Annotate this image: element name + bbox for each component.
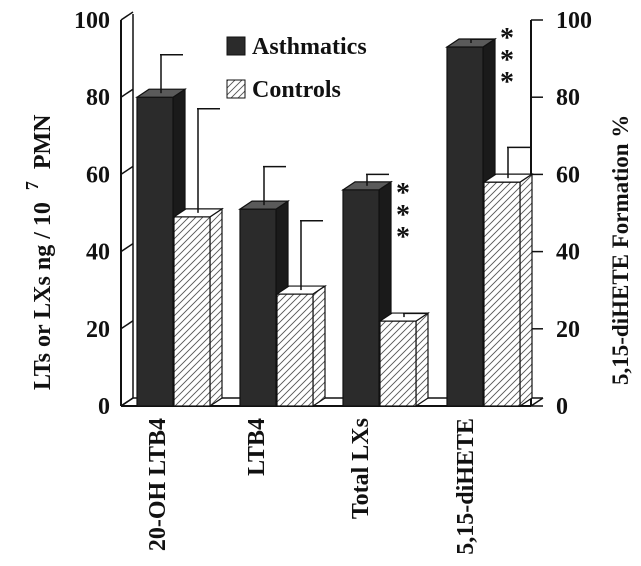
bar-asthmatics-3: [446, 46, 484, 407]
left-tick-mark-100: [120, 11, 134, 21]
significance-star-1-2: *: [500, 67, 514, 98]
bar-controls-1: [276, 293, 314, 407]
bar-asthmatics-1: [239, 208, 277, 407]
category-label-1: LTB4: [244, 418, 270, 476]
right-tick-label-100: 100: [556, 8, 592, 34]
significance-star-0-0: *: [396, 178, 410, 209]
right-tick-label-60: 60: [556, 162, 580, 188]
legend-label-asthmatics: Asthmatics: [252, 34, 367, 60]
significance-star-1-0: *: [500, 23, 514, 54]
category-label-3: 5,15-diHETE: [453, 418, 479, 555]
legend-swatch-controls: [226, 79, 246, 99]
significance-marks: ******: [396, 23, 514, 253]
left-tick-label-80: 80: [86, 85, 110, 111]
bar-controls-2: [379, 320, 417, 407]
left-tick-label-60: 60: [86, 162, 110, 188]
left-tick-mark-80: [120, 88, 134, 98]
right-tick-label-80: 80: [556, 85, 580, 111]
right-axis-title: 5,15-diHETE Formation %: [608, 115, 633, 385]
left-axis-title: LTs or LXs ng / 10 7 PMN: [18, 114, 56, 390]
left-tick-mark-40: [120, 242, 134, 253]
left-axis-title-superscript: 7: [22, 181, 42, 190]
left-tick-mark-0: [120, 397, 134, 407]
legend: Asthmatics Controls: [226, 34, 367, 103]
left-axis-ticks: 0 20 40 60 80 100: [74, 8, 134, 420]
significance-star-0-1: *: [396, 200, 410, 231]
right-tick-label-20: 20: [556, 317, 580, 343]
bar-asthmatics-2: [342, 189, 380, 407]
bar-controls-3: [483, 181, 521, 407]
floor-right-edge: [530, 397, 544, 407]
legend-label-controls: Controls: [252, 77, 341, 103]
bar-side-controls-1: [312, 284, 326, 408]
left-axis-title-suffix: PMN: [30, 114, 56, 169]
significance-star-1-1: *: [500, 45, 514, 76]
bar-side-controls-0: [209, 207, 223, 408]
significance-star-0-2: *: [396, 222, 410, 253]
left-axis-title-main: LTs or LXs ng / 10: [30, 202, 56, 390]
category-labels: 20-OH LTB4 LTB4 Total LXs 5,15-diHETE: [145, 418, 479, 555]
right-tick-label-0: 0: [556, 394, 568, 420]
left-tick-label-100: 100: [74, 8, 110, 34]
left-tick-mark-20: [120, 320, 134, 330]
right-tick-label-40: 40: [556, 240, 580, 266]
svg-text:LTs or LXs ng / 10 7: LTs or LXs ng / 10 7 PMN: [18, 114, 56, 390]
bar-asthmatics-0: [136, 96, 174, 407]
right-axis-ticks: 0 20 40 60 80 100: [531, 8, 592, 420]
bar-controls-0: [173, 216, 211, 407]
category-label-0: 20-OH LTB4: [145, 418, 171, 551]
left-tick-label-20: 20: [86, 317, 110, 343]
bar-side-controls-3: [519, 172, 533, 408]
left-tick-label-40: 40: [86, 240, 110, 266]
bars: [135, 37, 534, 408]
legend-swatch-asthmatics: [226, 36, 246, 56]
left-tick-mark-60: [120, 165, 134, 176]
category-label-2: Total LXs: [348, 418, 374, 519]
left-tick-label-0: 0: [98, 394, 110, 420]
bar-side-controls-2: [415, 311, 429, 408]
